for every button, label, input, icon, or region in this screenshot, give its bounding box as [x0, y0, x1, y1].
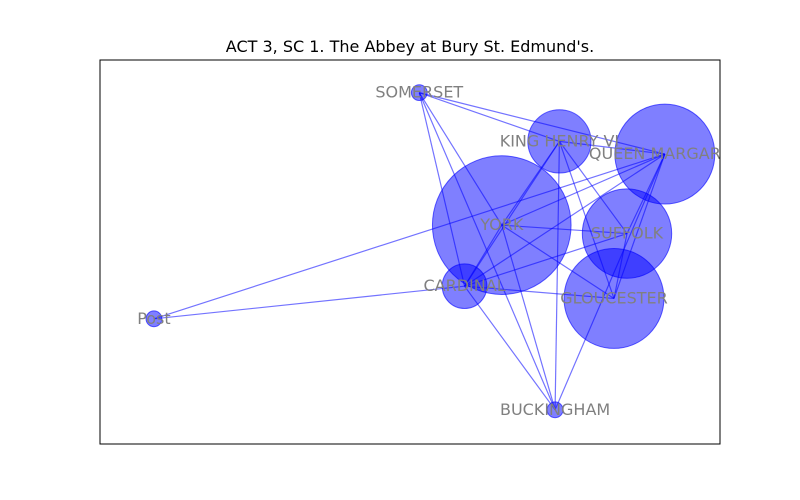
node-buckingham	[546, 401, 564, 419]
node-label-suffolk: SUFFOLK	[591, 224, 664, 243]
edge-cardinal-post	[153, 285, 465, 320]
node-label-somerset: SOMERSET	[375, 83, 463, 102]
chart-title: ACT 3, SC 1. The Abbey at Bury St. Edmun…	[226, 37, 594, 56]
node-cardinal	[441, 263, 488, 310]
node-label-post: Post	[137, 309, 170, 328]
node-label-king-henry-vi: KING HENRY VI	[500, 131, 619, 150]
node-layer	[145, 84, 716, 419]
node-label-buckingham: BUCKINGHAM	[500, 400, 610, 419]
edge-cardinal-buckingham	[464, 285, 556, 411]
edge-queen-margaret-post	[153, 153, 666, 320]
node-somerset	[410, 84, 428, 102]
node-post	[145, 310, 163, 328]
node-york	[431, 155, 572, 295]
node-king-henry-vi	[527, 109, 592, 174]
plot-frame	[99, 59, 721, 445]
node-queen-margaret	[614, 103, 716, 205]
node-label-york: YORK	[479, 215, 524, 234]
node-label-gloucester: GLOUCESTER	[560, 288, 667, 307]
node-gloucester	[563, 248, 665, 349]
node-label-queen-margaret: QUEEN MARGARET	[589, 144, 741, 163]
node-label-cardinal: CARDINAL	[424, 276, 506, 295]
